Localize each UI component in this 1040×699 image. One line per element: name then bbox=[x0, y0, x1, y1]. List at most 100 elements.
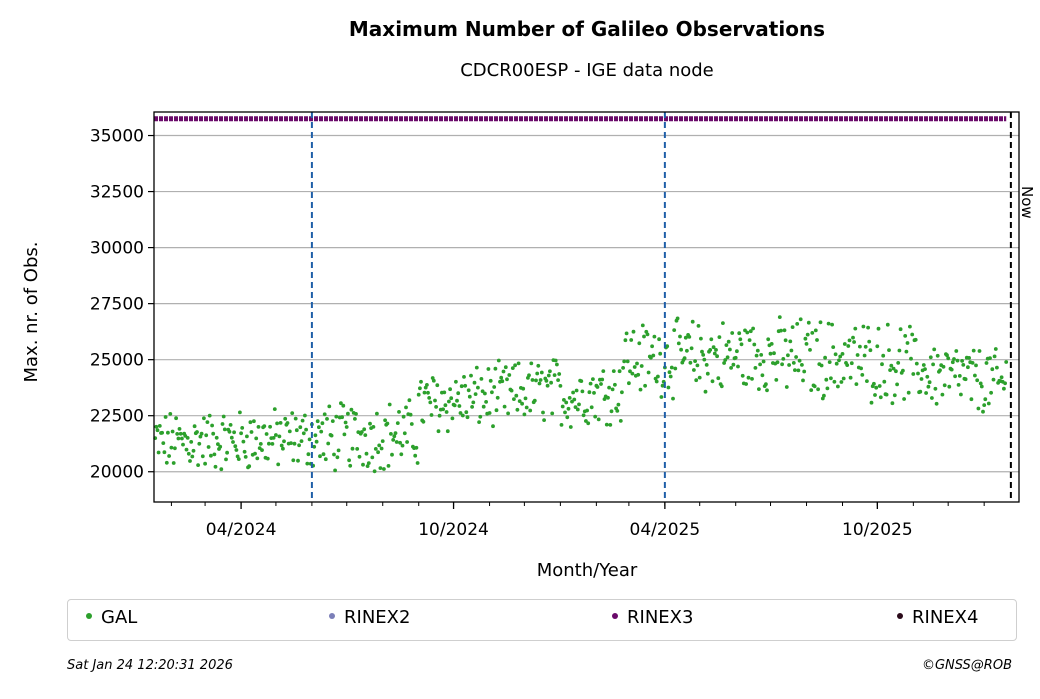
data-point-gal bbox=[464, 410, 469, 415]
data-point-gal bbox=[957, 374, 962, 378]
data-point-gal bbox=[682, 356, 687, 361]
data-point-gal bbox=[496, 358, 501, 363]
data-point-gal bbox=[252, 419, 256, 424]
data-point-gal bbox=[575, 407, 580, 412]
data-point-gal bbox=[459, 384, 464, 389]
data-point-gal bbox=[372, 469, 377, 474]
data-point-gal bbox=[639, 364, 644, 368]
data-point-gal bbox=[635, 361, 639, 366]
data-point-gal bbox=[624, 331, 629, 336]
data-point-gal bbox=[981, 409, 985, 414]
data-point-gal bbox=[591, 377, 595, 381]
data-point-gal bbox=[640, 323, 645, 328]
data-point-gal bbox=[894, 369, 898, 374]
data-point-gal bbox=[268, 424, 272, 429]
y-tick-label: 27500 bbox=[90, 295, 144, 315]
data-point-gal bbox=[610, 387, 615, 392]
data-point-gal bbox=[232, 430, 237, 435]
data-point-gal bbox=[631, 329, 636, 334]
data-point-gal bbox=[831, 345, 836, 349]
data-point-gal bbox=[314, 439, 319, 444]
data-point-gal bbox=[709, 337, 714, 342]
data-point-gal bbox=[689, 346, 694, 351]
data-point-gal bbox=[889, 363, 894, 368]
data-point-gal bbox=[931, 362, 935, 367]
data-point-gal bbox=[471, 400, 476, 405]
data-point-gal bbox=[290, 411, 295, 415]
data-point-gal bbox=[510, 366, 515, 370]
data-point-gal bbox=[303, 413, 307, 418]
data-point-gal bbox=[553, 358, 558, 363]
data-point-gal bbox=[1002, 386, 1006, 391]
data-point-gal bbox=[1003, 381, 1007, 386]
data-point-gal bbox=[572, 397, 577, 402]
data-point-gal bbox=[961, 363, 966, 367]
data-point-gal bbox=[868, 348, 873, 353]
data-point-gal bbox=[788, 339, 793, 344]
data-point-gal bbox=[685, 348, 689, 353]
data-point-gal bbox=[243, 455, 248, 459]
data-point-gal bbox=[714, 348, 718, 352]
data-point-gal bbox=[829, 376, 833, 381]
data-point-gal bbox=[477, 420, 481, 424]
data-point-gal bbox=[221, 414, 226, 419]
data-point-gal bbox=[233, 444, 238, 449]
data-point-gal bbox=[562, 398, 566, 402]
data-point-gal bbox=[979, 384, 984, 389]
data-point-gal bbox=[306, 452, 311, 457]
chart-subtitle: CDCR00ESP - IGE data node bbox=[460, 60, 714, 81]
data-point-gal bbox=[953, 374, 957, 379]
data-point-gal bbox=[415, 461, 420, 465]
data-point-gal bbox=[761, 359, 766, 364]
data-point-gal bbox=[890, 401, 895, 406]
data-point-gal bbox=[728, 347, 732, 352]
data-point-gal bbox=[466, 388, 471, 393]
data-point-gal bbox=[452, 403, 457, 408]
data-point-gal bbox=[797, 358, 802, 363]
data-point-gal bbox=[949, 367, 954, 372]
data-point-gal bbox=[209, 453, 213, 458]
data-point-gal bbox=[851, 335, 855, 340]
data-point-gal bbox=[277, 434, 282, 439]
data-point-gal bbox=[552, 373, 557, 377]
data-point-gal bbox=[892, 393, 897, 398]
data-point-gal bbox=[327, 404, 332, 409]
data-point-gal bbox=[481, 404, 486, 409]
data-point-gal bbox=[977, 349, 982, 353]
data-point-gal bbox=[397, 410, 401, 414]
data-point-gal bbox=[967, 356, 971, 360]
data-point-gal bbox=[717, 335, 722, 339]
data-point-gal bbox=[596, 417, 601, 422]
data-point-gal bbox=[162, 450, 167, 455]
data-point-gal bbox=[808, 348, 812, 352]
data-point-gal bbox=[393, 431, 398, 435]
data-point-gal bbox=[401, 414, 406, 419]
data-point-gal bbox=[956, 383, 961, 387]
data-point-gal bbox=[658, 351, 663, 356]
footer-credit: ©GNSS@ROB bbox=[921, 658, 1012, 673]
data-point-gal bbox=[445, 429, 450, 434]
data-point-gal bbox=[995, 365, 999, 370]
data-point-gal bbox=[858, 344, 862, 349]
data-point-gal bbox=[992, 354, 997, 359]
data-point-gal bbox=[934, 401, 939, 406]
data-point-gal bbox=[787, 363, 791, 367]
data-point-gal bbox=[181, 442, 185, 447]
y-axis-label: Max. nr. of Obs. bbox=[21, 241, 42, 382]
data-point-gal bbox=[300, 418, 305, 423]
data-point-gal bbox=[414, 445, 419, 450]
data-point-gal bbox=[855, 353, 860, 357]
data-point-gal bbox=[437, 413, 442, 418]
data-point-gal bbox=[846, 344, 851, 348]
data-point-gal bbox=[606, 395, 610, 400]
data-point-gal bbox=[913, 337, 918, 342]
data-point-gal bbox=[574, 388, 579, 393]
x-tick-label: 04/2024 bbox=[206, 520, 277, 540]
data-point-gal bbox=[882, 379, 887, 384]
data-point-gal bbox=[921, 363, 926, 367]
data-point-gal bbox=[982, 403, 987, 407]
data-point-gal bbox=[842, 342, 847, 346]
data-point-gal bbox=[405, 440, 409, 444]
data-point-gal bbox=[580, 389, 585, 394]
axis-layer: 20000 22500 25000 27500 30000 32500 35000 04/20… bbox=[90, 127, 985, 540]
